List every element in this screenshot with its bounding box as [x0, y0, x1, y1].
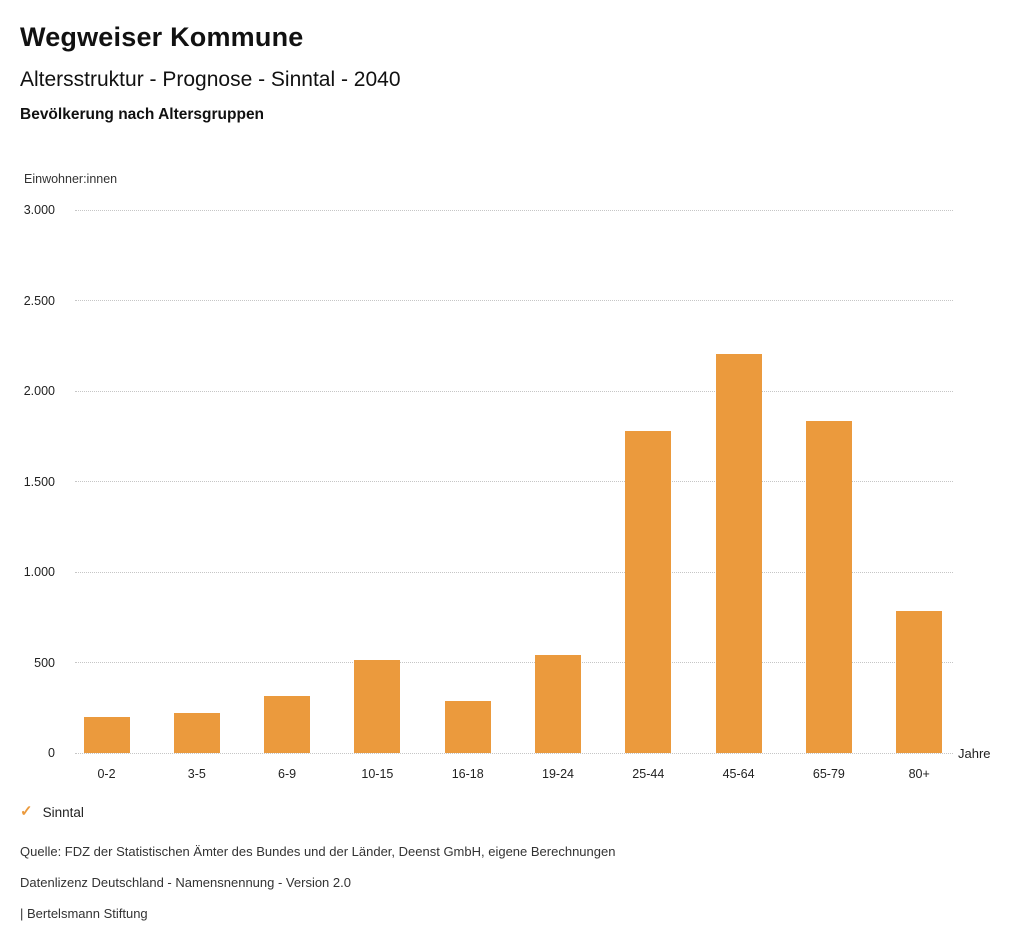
bar-6-9[interactable] [264, 696, 311, 753]
y-tick-label-3000: 3.000 [23, 203, 55, 217]
x-tick-label-19-24: 19-24 [542, 767, 574, 781]
footer-license: Datenlizenz Deutschland - Namensnennung … [20, 875, 351, 890]
footer-source: Quelle: FDZ der Statistischen Ämter des … [20, 844, 616, 859]
x-tick-label-10-15: 10-15 [361, 767, 394, 781]
bar-65-79[interactable] [805, 421, 852, 753]
gridline-0 [75, 752, 953, 754]
y-tick-label-2000: 2.000 [23, 384, 55, 398]
bar-10-15[interactable] [354, 660, 401, 753]
check-icon: ✓ [20, 803, 33, 820]
x-tick-label-0-2: 0-2 [97, 767, 116, 781]
y-tick-label-0: 0 [48, 746, 55, 760]
x-tick-label-25-44: 25-44 [632, 767, 665, 781]
page-subtitle: Altersstruktur - Prognose - Sinntal - 20… [20, 68, 401, 91]
x-tick-label-45-64: 45-64 [722, 767, 755, 781]
x-tick-label-6-9: 6-9 [278, 767, 297, 781]
x-axis-unit-label: Jahre [958, 746, 991, 761]
gridline-1500 [75, 481, 953, 482]
x-tick-label-80+: 80+ [908, 767, 930, 781]
y-tick-label-500: 500 [34, 655, 55, 670]
bar-0-2[interactable] [83, 717, 130, 753]
bar-25-44[interactable] [625, 431, 672, 753]
y-tick-label-2500: 2.500 [23, 293, 55, 308]
gridline-2500 [75, 300, 953, 301]
y-axis-unit-label: Einwohner:innen [24, 172, 118, 186]
bar-45-64[interactable] [715, 354, 762, 753]
gridline-2000 [75, 390, 953, 392]
bar-80+[interactable] [896, 611, 943, 753]
y-tick-label-1500: 1.500 [23, 474, 55, 489]
bar-16-18[interactable] [444, 701, 491, 753]
gridline-500 [75, 662, 953, 663]
bar-19-24[interactable] [535, 655, 581, 753]
x-tick-label-3-5: 3-5 [187, 767, 206, 781]
gridline-3000 [75, 209, 953, 211]
legend-item-sinntal[interactable]: ✓ Sinntal [20, 804, 84, 820]
x-tick-label-16-18: 16-18 [451, 767, 484, 781]
legend-label: Sinntal [42, 804, 84, 820]
page-title: Wegweiser Kommune [20, 22, 304, 52]
chart-title: Bevölkerung nach Altersgruppen [20, 106, 265, 123]
y-tick-label-1000: 1.000 [23, 565, 55, 579]
gridline-1000 [75, 571, 953, 573]
x-tick-label-65-79: 65-79 [812, 767, 845, 781]
footer-publisher: | Bertelsmann Stiftung [20, 906, 148, 921]
bar-3-5[interactable] [173, 713, 220, 753]
